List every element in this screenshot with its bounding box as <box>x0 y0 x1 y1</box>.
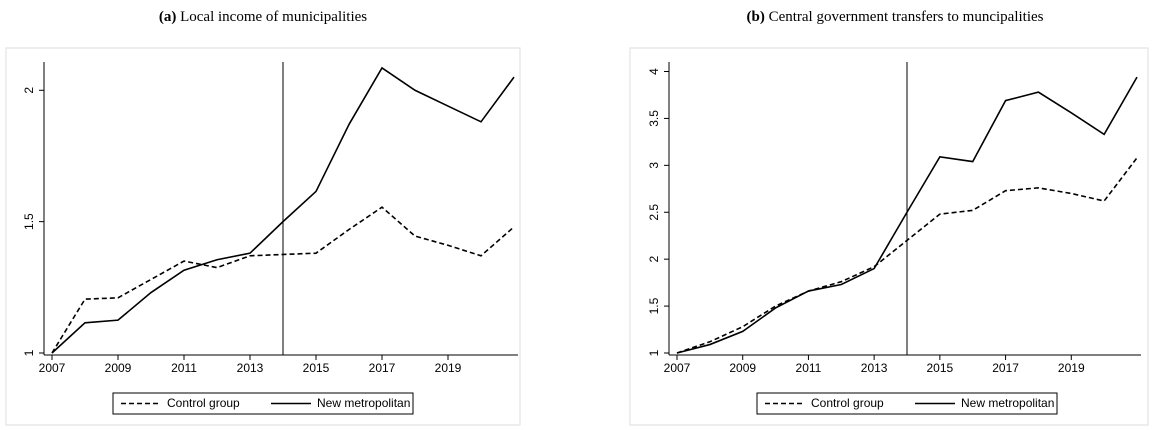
x-tick-label: 2013 <box>861 361 888 375</box>
legend-label: Control group <box>167 396 240 410</box>
panel <box>5 47 521 426</box>
x-tick-label: 2007 <box>664 361 691 375</box>
x-tick-label: 2017 <box>992 361 1019 375</box>
y-tick-label: 1.5 <box>647 297 661 314</box>
y-tick-label: 3.5 <box>647 110 661 127</box>
legend-box <box>112 392 414 415</box>
x-tick-label: 2019 <box>1058 361 1085 375</box>
chart-title: (b) Central government transfers to munc… <box>746 9 1043 25</box>
legend-label: New metropolitan <box>317 396 410 410</box>
chart-title: (a) Local income of municipalities <box>159 9 367 25</box>
series-line <box>51 66 515 354</box>
y-tick-label: 4 <box>647 68 661 75</box>
x-tick-label: 2017 <box>369 361 396 375</box>
chart-title-text: Central government transfers to muncipal… <box>769 9 1044 25</box>
x-tick-label: 2011 <box>796 361 822 375</box>
y-tick-label: 1 <box>22 349 36 356</box>
x-tick-label: 2009 <box>105 361 132 375</box>
chart-title-text: Local income of municipalities <box>180 9 367 25</box>
legend-label: New metropolitan <box>961 396 1054 410</box>
series-line <box>51 206 515 354</box>
chart-label: (a) <box>159 9 177 25</box>
x-tick-label: 2019 <box>435 361 462 375</box>
y-tick-label: 3 <box>647 162 661 169</box>
series-line <box>676 76 1138 354</box>
legend-label: Control group <box>811 396 884 410</box>
y-tick-label: 2.5 <box>647 204 661 221</box>
panel <box>629 47 1149 426</box>
x-tick-label: 2007 <box>39 361 66 375</box>
x-tick-label: 2015 <box>927 361 954 375</box>
x-tick-label: 2015 <box>303 361 330 375</box>
x-tick-label: 2009 <box>729 361 756 375</box>
y-tick-label: 1 <box>647 349 661 356</box>
y-tick-label: 1.5 <box>22 213 36 230</box>
y-tick-label: 2 <box>647 256 661 263</box>
x-tick-label: 2011 <box>171 361 197 375</box>
y-tick-label: 2 <box>22 87 36 94</box>
series-line <box>676 157 1138 354</box>
chart-label: (b) <box>746 9 764 25</box>
x-tick-label: 2013 <box>237 361 264 375</box>
legend-box <box>756 392 1058 415</box>
